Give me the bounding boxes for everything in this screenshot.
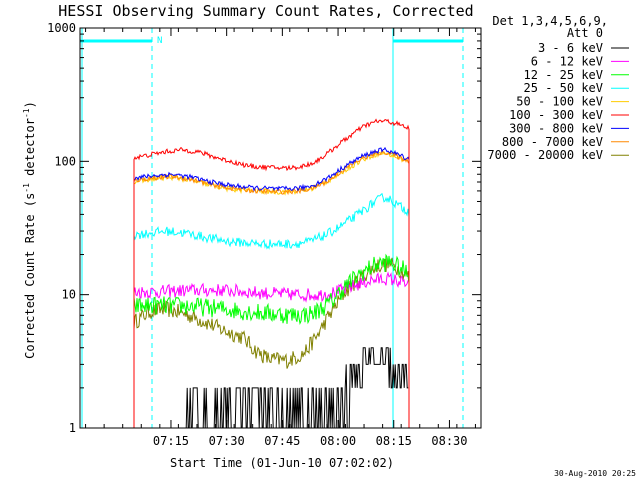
x-tick-label: 08:15	[376, 434, 412, 448]
legend-header: Det 1,3,4,5,6,9,	[492, 14, 608, 28]
plot-frame	[79, 27, 482, 429]
x-tick-label: 07:30	[209, 434, 245, 448]
series-line-12-25-kev	[133, 253, 410, 428]
series-line-300-800-kev	[133, 146, 410, 428]
legend-entry-label: 800 - 7000 keV	[502, 135, 603, 149]
observing-flags	[80, 28, 464, 428]
y-tick-label: 1	[69, 421, 76, 435]
legend-entry-label: 12 - 25 keV	[524, 68, 603, 82]
series-line-100-300-kev	[133, 118, 410, 428]
legend-entry-label: 6 - 12 keV	[531, 54, 603, 68]
x-axis-ticks: 07:15 07:30 07:45 08:00 08:15 08:30	[85, 28, 476, 448]
legend-entry-label: 50 - 100 keV	[516, 95, 603, 109]
x-axis-label: Start Time (01-Jun-10 07:02:02)	[170, 456, 394, 470]
series-line-25-50-kev	[133, 192, 410, 428]
x-tick-label: 08:00	[320, 434, 356, 448]
legend-header: Att 0	[567, 26, 603, 40]
y-axis-ticks: 1 10 100 1000	[47, 21, 481, 435]
series-line-3-6-kev	[185, 347, 409, 429]
series-line-800-7000-kev	[133, 149, 410, 428]
chart-title: HESSI Observing Summary Count Rates, Cor…	[58, 2, 473, 20]
legend-entry-label: 25 - 50 keV	[524, 81, 603, 95]
timestamp: 30-Aug-2010 20:25	[554, 469, 636, 478]
x-tick-label: 07:45	[264, 434, 300, 448]
series-layer	[133, 118, 410, 429]
series-line-50-100-kev	[133, 150, 410, 428]
y-tick-label: 100	[54, 154, 76, 168]
legend-entry-label: 3 - 6 keV	[538, 41, 603, 55]
y-tick-label: 1000	[47, 21, 76, 35]
orbit-marker-label: N	[157, 36, 162, 46]
y-axis-label: Corrected Count Rate (s-1 detector-1)	[22, 101, 37, 359]
legend-entry-label: 300 - 800 keV	[509, 121, 603, 135]
x-tick-label: 07:15	[153, 434, 189, 448]
x-tick-label: 08:30	[431, 434, 467, 448]
legend-entry-label: 7000 - 20000 keV	[487, 148, 603, 162]
legend-entry-label: 100 - 300 keV	[509, 108, 603, 122]
series-line-6-12-kev	[133, 271, 410, 428]
y-tick-label: 10	[62, 288, 76, 302]
